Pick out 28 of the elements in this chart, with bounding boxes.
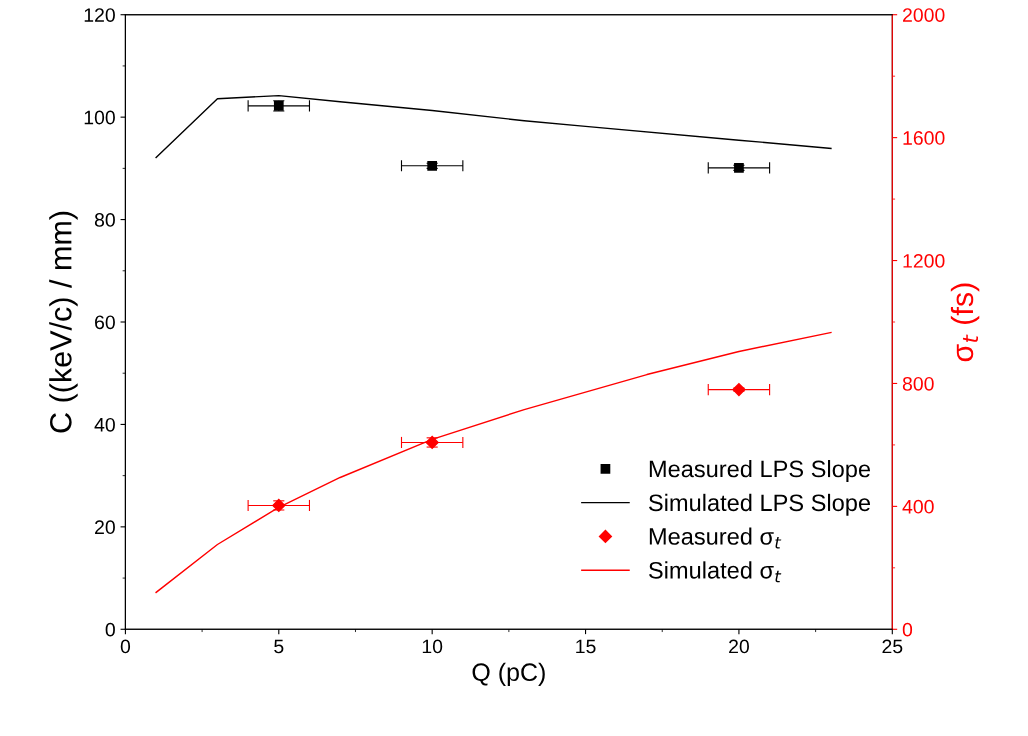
y2-tick-label: 1200: [903, 254, 945, 268]
x-tick-label: 15: [576, 639, 596, 654]
y-tick-label: 60: [95, 315, 115, 330]
y2-tick-label: 800: [902, 376, 934, 391]
y-tick-label: 120: [84, 8, 115, 22]
y2-tick-label: 400: [902, 499, 934, 514]
y2-tick-label: 0: [902, 622, 913, 637]
y-tick-label: 20: [95, 520, 115, 535]
y-axis-title: C ((keV/c) / mm): [49, 211, 78, 433]
x-tick-label: 25: [882, 639, 903, 654]
x-tick-label: 20: [729, 639, 749, 654]
y2-tick-label: 1600: [903, 131, 945, 145]
y-tick-label: 0: [105, 622, 115, 637]
line-series: [155, 94, 832, 159]
x-tick-label: 10: [422, 639, 443, 654]
y-tick-label: 80: [94, 213, 115, 227]
y-tick-label: 40: [94, 417, 115, 432]
legend-label: Measured LPS Slope: [649, 459, 871, 482]
x-axis-title: Q (pC): [472, 662, 545, 686]
legend-label: Simulated LPS Slope: [649, 493, 871, 516]
legend-label: Measured σ$_{t}$: [649, 527, 782, 549]
y-tick-label: 100: [84, 110, 115, 125]
legend-label: Simulated σ$_{t}$: [649, 561, 782, 583]
x-tick-label: 0: [120, 639, 131, 654]
point: [732, 383, 746, 397]
y2-tick-label: 2000: [903, 8, 945, 22]
x-tick-label: 5: [274, 639, 284, 654]
y2-axis-title: σ$_{t}$ (fs): [950, 283, 980, 362]
